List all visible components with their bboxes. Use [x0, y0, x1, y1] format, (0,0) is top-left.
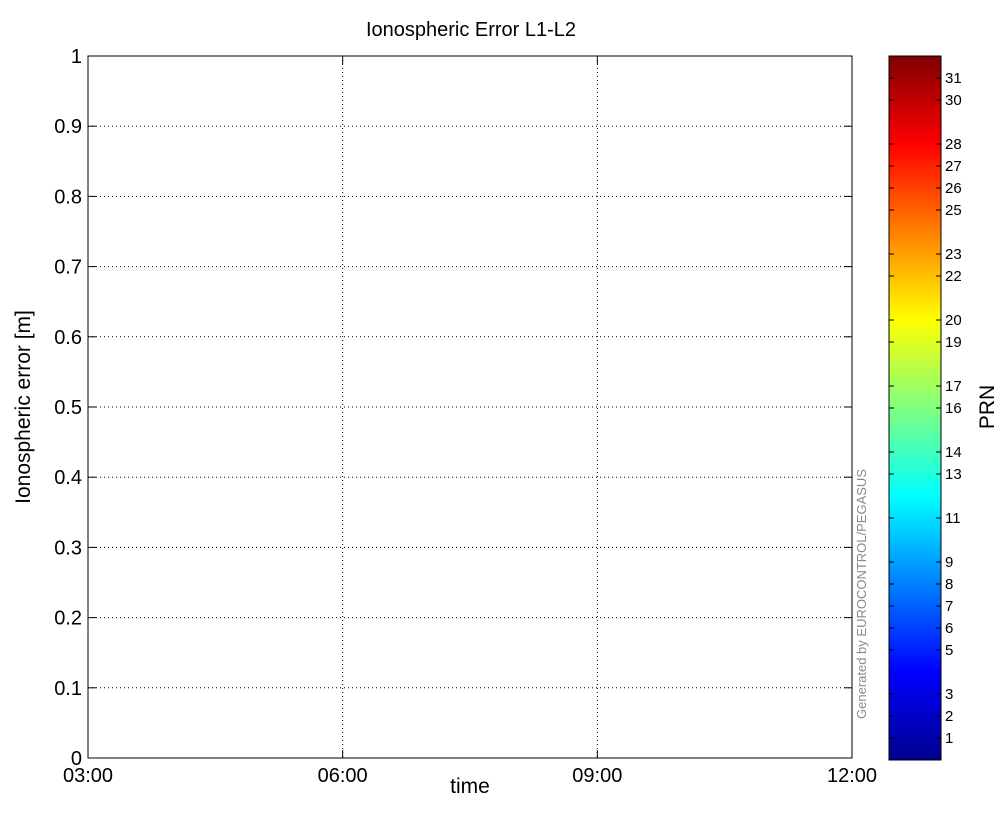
- x-axis-ticks: 03:00 06:00 09:00 12:00: [63, 56, 877, 787]
- colorbar-tick-label: 23: [945, 246, 962, 263]
- chart-title: Ionospheric Error L1-L2: [366, 19, 576, 41]
- colorbar-tick-label: 2: [945, 708, 953, 725]
- x-tick-label: 12:00: [827, 765, 877, 787]
- colorbar-tick-label: 17: [945, 378, 962, 395]
- colorbar-tick-label: 19: [945, 334, 962, 351]
- colorbar-tick-label: 22: [945, 268, 962, 285]
- y-tick-label: 0.2: [54, 608, 82, 630]
- y-tick-label: 0.8: [54, 186, 82, 208]
- x-tick-label: 06:00: [318, 765, 368, 787]
- y-tick-label: 0.9: [54, 116, 82, 138]
- plot-area: [88, 56, 852, 758]
- x-tick-label: 09:00: [572, 765, 622, 787]
- watermark-text: Generated by EUROCONTROL/PEGASUS: [854, 469, 869, 719]
- y-tick-label: 0.3: [54, 537, 82, 559]
- y-tick-label: 0: [71, 748, 82, 770]
- y-tick-label: 0.1: [54, 678, 82, 700]
- colorbar-tick-label: 25: [945, 202, 962, 219]
- y-tick-label: 0.6: [54, 327, 82, 349]
- y-tick-label: 0.4: [54, 467, 82, 489]
- colorbar: [888, 55, 942, 761]
- y-axis-ticks: 0 0.1 0.2 0.3 0.4 0.5 0.6 0.7 0.8 0.9 1: [54, 46, 852, 770]
- colorbar-tick-label: 14: [945, 444, 962, 461]
- x-axis-label: time: [450, 775, 490, 798]
- colorbar-tick-label: 6: [945, 620, 953, 637]
- y-axis-label: Ionospheric error [m]: [12, 310, 35, 504]
- colorbar-tick-label: 11: [945, 510, 961, 527]
- colorbar-tick-label: 1: [945, 730, 953, 747]
- colorbar-tick-label: 30: [945, 92, 962, 109]
- colorbar-tick-label: 9: [945, 554, 953, 571]
- grid-lines: [88, 56, 852, 758]
- colorbar-label: PRN: [976, 385, 999, 429]
- plot-frame: [87, 55, 853, 759]
- colorbar-tick-label: 27: [945, 158, 962, 175]
- colorbar-tick-label: 20: [945, 312, 962, 329]
- colorbar-tick-label: 16: [945, 400, 962, 417]
- colorbar-tick-label: 26: [945, 180, 962, 197]
- colorbar-tick-label: 31: [945, 70, 962, 87]
- y-tick-label: 0.5: [54, 397, 82, 419]
- colorbar-tick-label: 7: [945, 598, 953, 615]
- x-tick-label: 03:00: [63, 765, 113, 787]
- colorbar-tick-label: 8: [945, 576, 953, 593]
- colorbar-tick-label: 28: [945, 136, 962, 153]
- colorbar-tick-label: 3: [945, 686, 953, 703]
- colorbar-tick-label: 5: [945, 642, 953, 659]
- y-tick-label: 0.7: [54, 257, 82, 279]
- colorbar-tick-label: 13: [945, 466, 962, 483]
- y-tick-label: 1: [71, 46, 82, 68]
